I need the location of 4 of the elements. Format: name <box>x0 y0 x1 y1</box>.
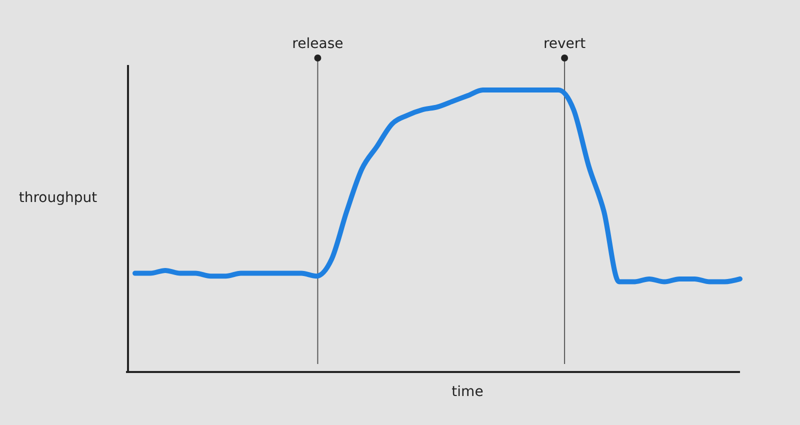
text: revert <box>543 36 586 52</box>
text: release <box>292 36 344 52</box>
x-axis-title: time <box>452 384 484 400</box>
y-axis-title: throughput <box>18 190 98 206</box>
